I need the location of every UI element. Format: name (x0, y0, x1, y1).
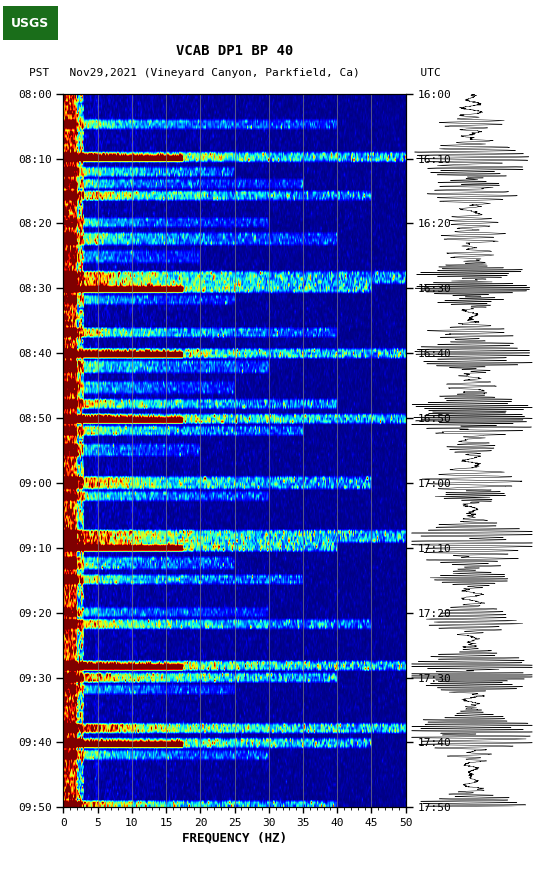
X-axis label: FREQUENCY (HZ): FREQUENCY (HZ) (182, 832, 287, 845)
Text: USGS: USGS (11, 17, 50, 29)
Text: PST   Nov29,2021 (Vineyard Canyon, Parkfield, Ca)         UTC: PST Nov29,2021 (Vineyard Canyon, Parkfie… (29, 69, 440, 78)
Text: VCAB DP1 BP 40: VCAB DP1 BP 40 (176, 44, 293, 58)
